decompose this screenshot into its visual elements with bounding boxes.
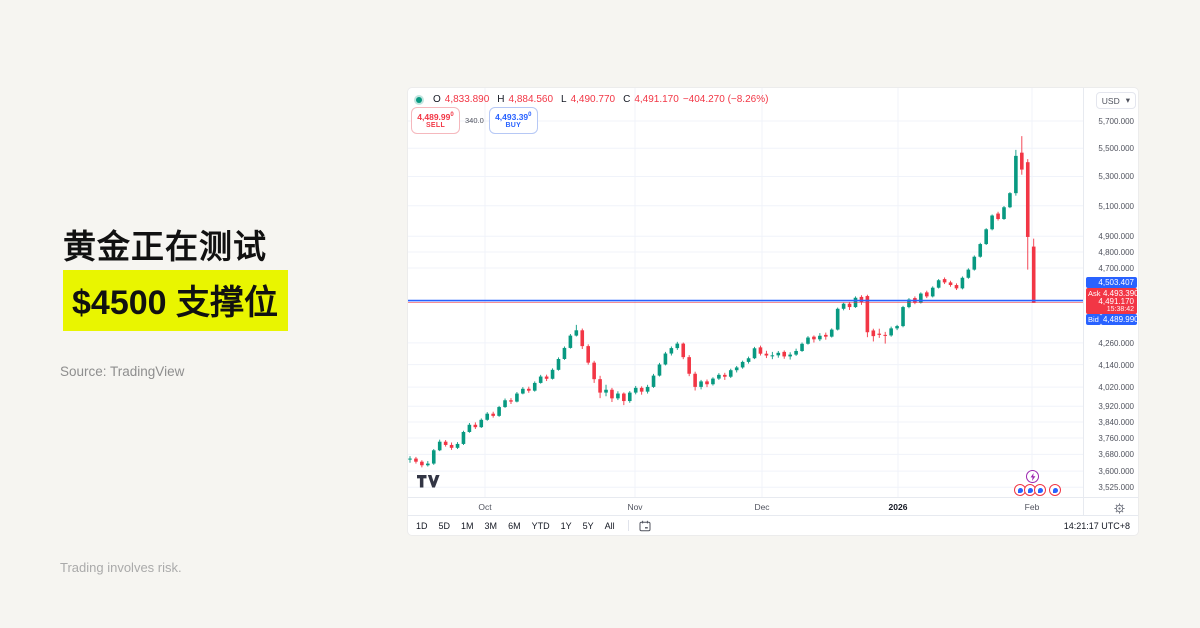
toolbar-divider — [627, 520, 629, 531]
sell-price: 4,489.99 — [417, 111, 451, 122]
price-axis-label: 3,525.000 — [1098, 483, 1134, 493]
price-axis-label: 5,300.000 — [1098, 172, 1134, 182]
low-label: L — [561, 94, 567, 105]
price-axis-label: 5,700.000 — [1098, 117, 1134, 126]
timeframe-button-1d[interactable]: 1D — [416, 520, 428, 531]
event-flash-icon[interactable] — [1026, 470, 1039, 483]
ask-price-label: 4,493.390 — [1101, 288, 1139, 299]
price-axis-label: 4,900.000 — [1098, 232, 1134, 242]
last-price-countdown: 4,491.170 15:38:42 — [1086, 296, 1137, 314]
timeframe-button-all[interactable]: All — [604, 520, 615, 531]
buy-price: 4,493.39 — [495, 111, 529, 122]
headline-line1: 黄金正在测试 — [63, 228, 267, 265]
currency-label: USD — [1101, 95, 1120, 106]
price-axis-label: 3,680.000 — [1098, 450, 1134, 460]
spread-value: 340.0 — [465, 116, 484, 125]
price-axis-label: 3,840.000 — [1098, 417, 1134, 427]
time-axis-label: Dec — [754, 502, 770, 512]
timeframe-button-6m[interactable]: 6M — [508, 520, 521, 531]
price-axis-label: 3,600.000 — [1098, 467, 1134, 477]
chevron-down-icon: ▾ — [1125, 95, 1130, 105]
price-axis-label: 3,920.000 — [1098, 402, 1134, 412]
high-label: H — [497, 94, 505, 105]
calendar-icon[interactable] — [639, 520, 651, 532]
time-axis[interactable]: Oct Nov Dec 2026 Feb — [408, 497, 1138, 516]
change-value: −404.270 (−8.26%) — [682, 94, 769, 105]
bid-tag: Bid — [1086, 314, 1101, 325]
price-axis-label: 3,760.000 — [1098, 434, 1134, 444]
price-axis-label: 4,140.000 — [1098, 360, 1134, 370]
ohlc-legend: O 4,833.890 H 4,884.560 L 4,490.770 C 4,491.… — [416, 94, 768, 105]
price-axis-label: 4,700.000 — [1098, 263, 1134, 273]
high-value: 4,884.560 — [508, 94, 554, 105]
candlestick-chart[interactable] — [408, 88, 1083, 497]
headline-highlight: $4500 支撑位 — [63, 270, 288, 331]
sell-button[interactable]: 4,489.990 SELL — [411, 107, 460, 134]
source-text: Source: TradingView — [60, 364, 185, 379]
timeframe-button-ytd[interactable]: YTD — [531, 520, 550, 531]
timeframe-button-1m[interactable]: 1M — [461, 520, 474, 531]
price-axis-label: 4,020.000 — [1098, 383, 1134, 393]
timeframe-toolbar: 1D 5D 1M 3M 6M YTD 1Y 5Y All 14:21:17 UTC+8 — [408, 515, 1138, 535]
price-axis-label: 5,500.000 — [1098, 144, 1134, 154]
timeframe-button-1y[interactable]: 1Y — [560, 520, 572, 531]
bid-price-label: 4,489.990 — [1101, 314, 1139, 325]
sell-label: SELL — [425, 121, 446, 129]
support-line-price: 4,503.407 — [1086, 277, 1137, 288]
market-status-dot — [416, 96, 422, 103]
price-axis-label: 4,800.000 — [1098, 247, 1134, 257]
gear-icon[interactable] — [1114, 501, 1125, 519]
price-axis-label: 5,100.000 — [1098, 201, 1134, 211]
timeframe-button-3m[interactable]: 3M — [484, 520, 498, 531]
time-axis-label: Nov — [627, 502, 643, 512]
open-value: 4,833.890 — [444, 94, 490, 105]
buy-label: BUY — [505, 121, 522, 129]
tradingview-logo — [417, 475, 441, 495]
close-value: 4,491.170 — [634, 94, 679, 105]
chart-panel: O 4,833.890 H 4,884.560 L 4,490.770 C 4,491.… — [408, 88, 1139, 535]
time-axis-label: Oct — [478, 502, 492, 512]
low-value: 4,490.770 — [570, 94, 616, 105]
timeframe-button-5d[interactable]: 5D — [438, 520, 451, 531]
close-label: C — [623, 94, 631, 105]
time-axis-label: 2026 — [888, 502, 908, 512]
event-marker-icon[interactable] — [1049, 484, 1061, 496]
open-label: O — [433, 94, 441, 105]
time-axis-label: Feb — [1024, 502, 1040, 512]
ask-tag: Ask — [1086, 288, 1103, 299]
order-panel: 4,489.990 SELL 340.0 4,493.390 BUY — [411, 107, 538, 134]
clock-display: 14:21:17 UTC+8 — [1063, 520, 1130, 531]
event-marker-icon[interactable] — [1034, 484, 1046, 496]
timeframe-button-5y[interactable]: 5Y — [582, 520, 594, 531]
price-axis[interactable]: USD ▾ 5,700.000 5,500.000 5,300.000 5,100.0… — [1083, 88, 1139, 515]
price-axis-label: 4,260.000 — [1098, 338, 1134, 348]
currency-dropdown[interactable]: USD ▾ — [1095, 92, 1136, 109]
headline-line2: $4500 支撑位 — [63, 270, 288, 331]
disclaimer-text: Trading involves risk. — [60, 560, 182, 575]
buy-button[interactable]: 4,493.390 BUY — [488, 107, 538, 134]
